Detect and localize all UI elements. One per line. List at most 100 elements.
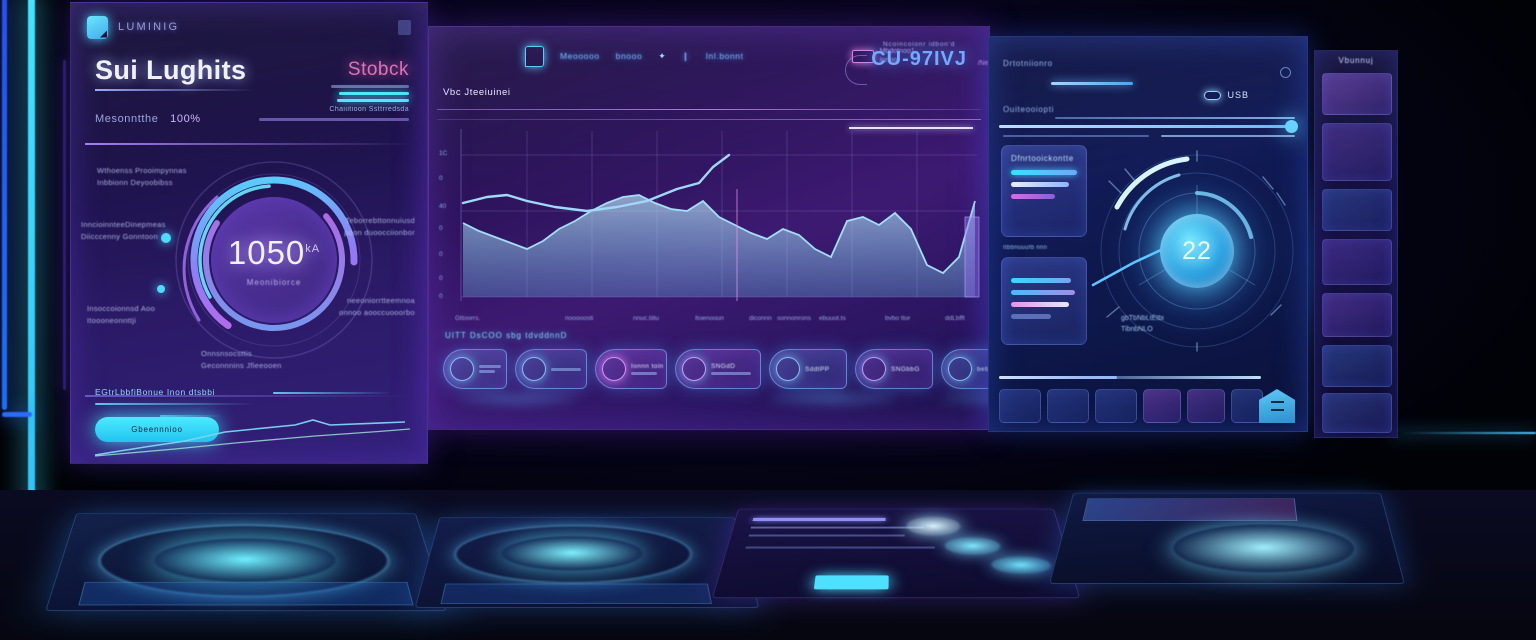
- pill-toolbar[interactable]: UITT DsCOO sbg tdvddnnD Ionnn toin SNG: [437, 327, 989, 425]
- right-dashboard-panel[interactable]: Drtotniionro USB Ouiteooiopti Dfnrtooick…: [988, 36, 1308, 432]
- header-divider: [85, 143, 413, 145]
- map-panel-4[interactable]: [1049, 492, 1405, 584]
- toolbar-pill-5[interactable]: SNGbbG: [855, 349, 933, 389]
- rings-widget[interactable]: [1322, 239, 1392, 285]
- usb-indicator[interactable]: USB: [1204, 90, 1249, 100]
- toolbar-pill-2[interactable]: Ionnn toin: [595, 349, 667, 389]
- document-panel-3[interactable]: [711, 508, 1081, 599]
- stock-widget[interactable]: Stobck Chaiiitioon Ssttrredsda: [249, 59, 409, 125]
- gear-icon[interactable]: [1280, 67, 1291, 78]
- right-card-1-row-3: [1011, 314, 1051, 319]
- icon-tile-bulb[interactable]: [1047, 389, 1089, 423]
- doc-blob-3: [990, 556, 1054, 574]
- icon-tile-list[interactable]: [1231, 389, 1263, 423]
- ring-icon: [602, 357, 626, 381]
- navbar-divider-1: [437, 109, 981, 110]
- nav-stack-line2: Innnoi: [879, 57, 899, 64]
- leaf-icon: [776, 357, 800, 381]
- center-dashboard-panel[interactable]: Meooooo bnooo ✦ ❙ Inl.bonnt Mbdotnoo1 In…: [428, 26, 990, 430]
- right-slider-handle[interactable]: [1285, 120, 1298, 133]
- main-line-chart[interactable]: 1C 0 40 0 0 0 0 Gttoorrs. nooooosti nnuc…: [437, 125, 983, 322]
- toolbar-pill-4[interactable]: SddtPP: [769, 349, 847, 389]
- right-slider-track-3: [1161, 135, 1295, 137]
- icon-tile-ruler[interactable]: [1187, 389, 1225, 423]
- badge-side-label: /Neetnuoetionnud: [977, 60, 989, 67]
- star-icon[interactable]: ✦: [658, 50, 666, 61]
- bars-widget[interactable]: [1322, 293, 1392, 337]
- left-panel-footer: EGtrLbbfiBonue Inon dtsbbi Gbeennnioo: [85, 381, 413, 457]
- right-slider-track[interactable]: [999, 125, 1295, 128]
- grid-tiles-widget[interactable]: [1322, 123, 1392, 181]
- footer-line-3: [160, 415, 222, 417]
- toolbar-reflection-1: [457, 391, 577, 407]
- gauge-legend-3: Onnsnsocsttis Geconnnins Jfieeooen: [201, 348, 282, 371]
- holo-projector-panel-1[interactable]: [45, 513, 447, 612]
- gauge-center: 1050kA Meonibiorce: [211, 197, 337, 323]
- toolbar-title: UITT DsCOO sbg tdvddnnD: [445, 331, 568, 340]
- toolbar-pill-3[interactable]: SNGdD: [675, 349, 761, 389]
- radar-center-hub[interactable]: 22: [1160, 214, 1234, 288]
- toolbar-pill-3-label: SNGdD: [711, 363, 736, 370]
- nav-item-2[interactable]: Inl.bonnt: [705, 51, 744, 61]
- gauge-value-number: 1050: [227, 233, 306, 271]
- header-badge-icon[interactable]: [398, 19, 411, 35]
- toolbar-reflection-2: [767, 391, 897, 407]
- wall-neon-strip-left-inner: [28, 0, 35, 565]
- toolbar-pill-1-text: [551, 367, 581, 371]
- metric-subtitle: Mesonntthe 100%: [95, 113, 201, 125]
- metric-subtitle-label: Mesonntthe: [95, 113, 159, 125]
- chart-end-marker: [964, 216, 980, 298]
- gauge-legend-1-line2: Diicccenny Gonntoon: [81, 231, 158, 241]
- doc-highlight-button[interactable]: [813, 575, 889, 590]
- toolbar-pill-0[interactable]: [443, 349, 507, 389]
- status-badge[interactable]: Ncoincoionr idbon'd CU-97IVJ /Neetnuoeti…: [845, 41, 989, 85]
- primary-gauge[interactable]: 1050kA Meonibiorce: [157, 155, 379, 365]
- spiral-icon: [522, 357, 546, 381]
- icon-tile-pills[interactable]: [999, 389, 1041, 423]
- circle-dot-icon: [450, 357, 474, 381]
- right-card-0-row-0: [1011, 170, 1077, 175]
- left-dashboard-panel[interactable]: LUMINIG Sui Lughits Mesonntthe 100% Stob…: [70, 2, 428, 464]
- target-icon: [862, 357, 886, 381]
- gauge-legend-0-line2: Inbbionn Deyoobibss: [97, 177, 173, 187]
- home-icon[interactable]: [1259, 389, 1295, 423]
- icon-tile-palette[interactable]: [1095, 389, 1137, 423]
- holo-projector-panel-2[interactable]: [414, 517, 760, 608]
- toolbar-pill-6-text: bebbbNNb: [977, 365, 989, 373]
- chart-ytick-4: 0: [439, 251, 443, 258]
- gauge-marker-dot-2: [157, 285, 165, 293]
- orbs-widget[interactable]: [1322, 189, 1392, 231]
- metric-subtitle-value: 100%: [170, 113, 201, 125]
- right-card-1-row-0: [1011, 278, 1071, 283]
- nav-item-0[interactable]: Meooooo: [560, 51, 600, 61]
- wall-neon-strip-left-violet: [63, 60, 66, 390]
- toolbar-reflection-3: [937, 391, 989, 407]
- right-card-1[interactable]: [1001, 257, 1087, 345]
- toolbar-pill-6[interactable]: bebbbNNb: [941, 349, 989, 389]
- globe-widget[interactable]: [1322, 393, 1392, 433]
- left-panel-header: LUMINIG: [87, 13, 411, 41]
- right-card-0[interactable]: Dfnrtooickontte: [1001, 145, 1087, 237]
- radar-dial[interactable]: 22 gbTbNbLtEtbi TibnbNLO: [1091, 145, 1303, 357]
- shapes-widget[interactable]: [1322, 345, 1392, 387]
- bookmark-icon[interactable]: ❙: [681, 50, 690, 61]
- navbar-divider-2: [437, 119, 981, 120]
- nav-item-1[interactable]: bnooo: [615, 51, 643, 61]
- strip-title: Vbunnuj: [1338, 56, 1374, 65]
- document-icon[interactable]: [525, 45, 544, 67]
- gauge-legend-1: InncioinnteeDinepmeas Diicccenny Gonntoo…: [81, 219, 166, 242]
- widget-strip-panel[interactable]: Vbunnuj: [1314, 50, 1398, 438]
- chart-area-stroke: [462, 194, 976, 275]
- doc-blob-2: [943, 537, 1002, 555]
- usb-icon: [1204, 90, 1222, 100]
- center-navbar[interactable]: Meooooo bnooo ✦ ❙ Inl.bonnt Mbdotnoo1 In…: [429, 27, 989, 85]
- map-holo-disc: [1169, 523, 1361, 574]
- chart-area-series: [463, 195, 975, 297]
- toolbar-pill-1[interactable]: [515, 349, 587, 389]
- chart-thumb-widget[interactable]: [1322, 73, 1392, 115]
- right-card-1-row-2: [1011, 302, 1069, 307]
- icon-tile-flask[interactable]: [1143, 389, 1181, 423]
- toolbar-pill-4-label: SddtPP: [805, 365, 830, 373]
- toolbar-pill-6-label: bebbbNNb: [977, 365, 989, 373]
- radar-caption: gbTbNbLtEtbi TibnbNLO: [1121, 313, 1164, 335]
